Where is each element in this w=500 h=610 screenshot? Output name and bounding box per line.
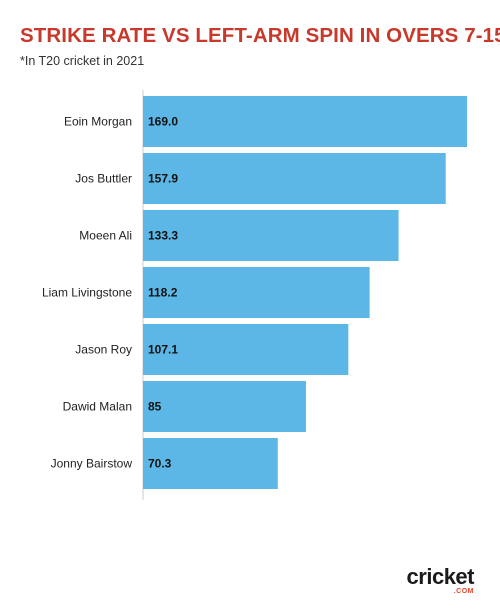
category-label: Eoin Morgan — [64, 115, 132, 129]
value-label: 157.9 — [148, 172, 178, 186]
logo-wordmark: cricket — [406, 564, 475, 589]
value-label: 169.0 — [148, 115, 178, 129]
chart-title: STRIKE RATE VS LEFT-ARM SPIN IN OVERS 7-… — [20, 24, 500, 47]
value-label: 85 — [148, 400, 162, 414]
bar — [143, 381, 306, 432]
category-label: Jonny Bairstow — [51, 457, 133, 471]
value-label: 133.3 — [148, 229, 178, 243]
category-label: Jos Buttler — [75, 172, 132, 186]
value-label: 118.2 — [148, 286, 178, 300]
logo-subtext: .COM — [453, 588, 474, 595]
bar — [143, 324, 349, 375]
chart-subtitle: *In T20 cricket in 2021 — [20, 54, 145, 68]
bar — [143, 267, 370, 318]
category-label: Moeen Ali — [79, 229, 132, 243]
bar — [143, 210, 399, 261]
cricket-com-logo: cricket .COM — [406, 564, 475, 596]
category-label: Liam Livingstone — [42, 286, 132, 300]
bar — [143, 96, 467, 147]
value-label: 70.3 — [148, 457, 172, 471]
bar — [143, 153, 446, 204]
category-label: Jason Roy — [75, 343, 132, 357]
value-label: 107.1 — [148, 343, 178, 357]
category-label: Dawid Malan — [63, 400, 132, 414]
bar — [143, 438, 278, 489]
